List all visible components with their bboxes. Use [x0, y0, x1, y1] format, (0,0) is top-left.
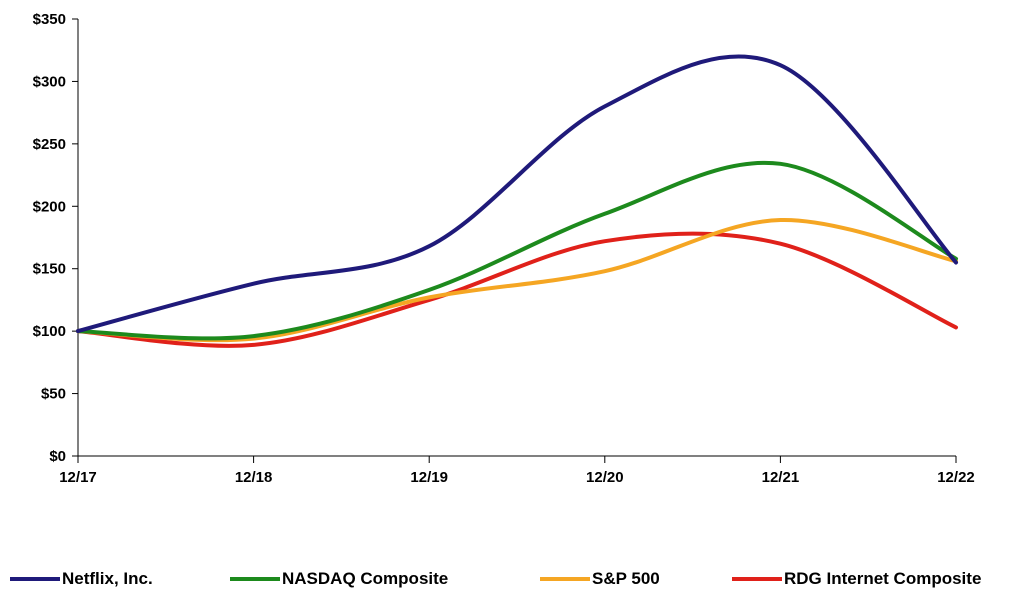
legend-label-nasdaq: NASDAQ Composite: [282, 569, 449, 588]
series-line-rdg: [76, 231, 958, 348]
y-tick-label: $350: [33, 11, 66, 28]
x-tick-label: 12/22: [937, 469, 975, 486]
x-tick-label: 12/17: [59, 469, 97, 486]
legend-swatch-nasdaq: [230, 577, 280, 581]
x-tick-label: 12/20: [586, 469, 624, 486]
legend-swatch-rdg: [732, 577, 782, 581]
axes: $0 $50 $100 $150 $200 $250 $300 $350 12/17 12/18 1…: [33, 11, 975, 486]
series-nasdaq: [76, 160, 958, 341]
x-tick-label: 12/21: [762, 469, 800, 486]
legend-swatch-sp500: [540, 577, 590, 581]
legend-label-sp500: S&P 500: [592, 569, 660, 588]
legend-item-nasdaq: NASDAQ Composite: [230, 568, 448, 590]
x-tick-label: 12/19: [410, 469, 448, 486]
legend: Netflix, Inc. NASDAQ Composite S&P 500 R…: [10, 568, 1020, 590]
legend-item-netflix: Netflix, Inc.: [10, 568, 153, 590]
series-netflix: [76, 54, 958, 334]
y-tick-label: $300: [33, 73, 66, 90]
legend-swatch-netflix: [10, 577, 60, 581]
series-sp500: [76, 217, 958, 343]
y-tick-label: $200: [33, 198, 66, 215]
series-line-sp500: [76, 217, 958, 343]
legend-item-rdg: RDG Internet Composite: [732, 568, 981, 590]
y-tick-label: $250: [33, 136, 66, 153]
series-line-nasdaq: [76, 160, 958, 341]
series-layer: [76, 54, 958, 348]
line-chart: $0 $50 $100 $150 $200 $250 $300 $350 12/17 12/18 1…: [33, 11, 975, 486]
y-tick-label: $150: [33, 261, 66, 278]
x-tick-label: 12/18: [235, 469, 273, 486]
legend-item-sp500: S&P 500: [540, 568, 660, 590]
series-line-netflix: [76, 54, 958, 334]
y-tick-label: $100: [33, 323, 66, 340]
legend-label-netflix: Netflix, Inc.: [62, 569, 153, 588]
y-tick-label: $0: [49, 448, 66, 465]
y-tick-label: $50: [41, 386, 66, 403]
legend-label-rdg: RDG Internet Composite: [784, 569, 982, 588]
